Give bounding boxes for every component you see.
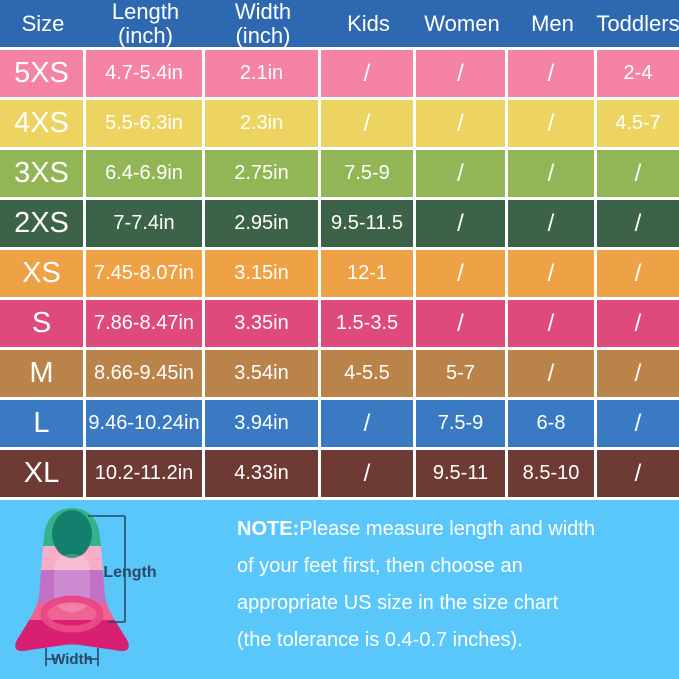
table-row-2xs: 2XS 7-7.4in 2.95in 9.5-11.5// / xyxy=(0,200,679,250)
table-cell: / xyxy=(416,100,508,147)
table-cell: 8.66-9.45in xyxy=(86,350,205,397)
size-label: XL xyxy=(0,450,86,497)
note-text: NOTE:Please measure length and width of … xyxy=(237,511,667,659)
table-cell: / xyxy=(416,200,508,247)
column-header-length: Length (inch) xyxy=(111,0,180,48)
table-cell: 7.5-9 xyxy=(321,150,416,197)
table-cell: 3.54in xyxy=(205,350,321,397)
table-cell: / xyxy=(634,309,642,337)
table-cell: 4.33in xyxy=(205,450,321,497)
size-label: 5XS xyxy=(0,50,86,97)
table-cell: 7.45-8.07in xyxy=(86,250,205,297)
width-label: Width xyxy=(51,651,93,668)
table-row-5xs: 5XS 4.7-5.4in 2.1in / //2-4 xyxy=(0,50,679,100)
table-cell: 7.86-8.47in xyxy=(86,300,205,347)
table-cell: / xyxy=(416,250,508,297)
length-label: Length xyxy=(103,564,156,581)
table-cell: / xyxy=(321,50,416,97)
fin-body xyxy=(15,508,129,652)
table-row-l: L 9.46-10.24in 3.94in/7.5-9 6-8/ xyxy=(0,400,679,450)
table-cell: / xyxy=(634,159,642,187)
note-line: NOTE:Please measure length and width xyxy=(237,518,595,540)
size-label: 4XS xyxy=(0,100,86,147)
table-cell: / xyxy=(508,200,597,247)
size-chart-table: Size Length (inch) Width (inch) Kids Women Men T… xyxy=(0,0,679,500)
table-row-xl: XL 10.2-11.2in 4.33in/9.5-11 8.5-10/ xyxy=(0,450,679,500)
table-cell: / xyxy=(634,209,642,237)
note-line: appropriate US size in the size chart xyxy=(237,592,559,614)
column-header-women: Women xyxy=(424,11,500,36)
size-label: M xyxy=(0,350,86,397)
table-cell: 10.2-11.2in xyxy=(86,450,205,497)
column-header-width: Width (inch) xyxy=(234,0,292,48)
table-row-s: S 7.86-8.47in 3.35in 1.5-3.5// / xyxy=(0,300,679,350)
note-line: (the tolerance is 0.4-0.7 inches). xyxy=(237,629,523,651)
column-header-men: Men xyxy=(531,11,574,36)
note-line: of your feet first, then choose an xyxy=(237,555,523,577)
table-cell: 6.4-6.9in xyxy=(86,150,205,197)
size-label: XS xyxy=(0,250,86,297)
table-cell: 2.1in xyxy=(205,50,321,97)
fin-illustration: Length Width xyxy=(10,502,220,677)
table-cell: 3.15in xyxy=(205,250,321,297)
size-label: 2XS xyxy=(0,200,86,247)
table-cell: 2-4 xyxy=(623,62,653,84)
size-label: L xyxy=(0,400,86,447)
table-cell: / xyxy=(416,50,508,97)
table-cell: / xyxy=(508,150,597,197)
table-cell: / xyxy=(634,359,642,387)
table-cell: / xyxy=(416,150,508,197)
table-cell: 6-8 xyxy=(508,400,597,447)
table-cell: 5.5-6.3in xyxy=(86,100,205,147)
table-cell: / xyxy=(321,400,416,447)
table-cell: / xyxy=(508,300,597,347)
table-cell: / xyxy=(321,450,416,497)
table-cell: 3.94in xyxy=(205,400,321,447)
table-header-row: Size Length (inch) Width (inch) Kids Women Men T… xyxy=(0,0,679,50)
size-chart-rows: 5XS 4.7-5.4in 2.1in / //2-4 4XS 5.5-6.3in 2.3in… xyxy=(0,50,679,500)
table-row-4xs: 4XS 5.5-6.3in 2.3in / //4.5-7 xyxy=(0,100,679,150)
table-row-3xs: 3XS 6.4-6.9in 2.75in 7.5-9// / xyxy=(0,150,679,200)
table-cell: / xyxy=(634,409,642,437)
table-cell: 3.35in xyxy=(205,300,321,347)
column-header-toddlers: Toddlers xyxy=(596,11,679,36)
table-cell: / xyxy=(508,100,597,147)
size-label: S xyxy=(0,300,86,347)
size-label: 3XS xyxy=(0,150,86,197)
measurement-lines xyxy=(45,515,126,666)
table-cell: 12-1 xyxy=(321,250,416,297)
table-cell: 7-7.4in xyxy=(86,200,205,247)
column-header-size: Size xyxy=(21,11,65,36)
table-cell: 5-7 xyxy=(416,350,508,397)
note-prefix: NOTE: xyxy=(237,518,300,540)
table-cell: 4.5-7 xyxy=(615,112,661,134)
table-cell: / xyxy=(508,350,597,397)
table-cell: 9.5-11.5 xyxy=(321,200,416,247)
table-cell: 2.95in xyxy=(205,200,321,247)
table-cell: 4.7-5.4in xyxy=(86,50,205,97)
table-row-m: M 8.66-9.45in 3.54in 4-5.5 5-7// xyxy=(0,350,679,400)
table-cell: / xyxy=(634,259,642,287)
table-cell: / xyxy=(508,50,597,97)
table-cell: / xyxy=(508,250,597,297)
table-cell: 1.5-3.5 xyxy=(321,300,416,347)
column-header-kids: Kids xyxy=(347,11,390,36)
table-cell: / xyxy=(416,300,508,347)
table-cell: 2.75in xyxy=(205,150,321,197)
table-cell: / xyxy=(634,459,642,487)
table-cell: 4-5.5 xyxy=(321,350,416,397)
table-cell: 9.5-11 xyxy=(416,450,508,497)
note-section: Length Width NOTE:Please measure length … xyxy=(0,500,679,679)
table-row-xs: XS 7.45-8.07in 3.15in 12-1// / xyxy=(0,250,679,300)
table-cell: 8.5-10 xyxy=(508,450,597,497)
table-cell: 9.46-10.24in xyxy=(86,400,205,447)
table-cell: / xyxy=(321,100,416,147)
table-cell: 2.3in xyxy=(205,100,321,147)
table-cell: 7.5-9 xyxy=(416,400,508,447)
